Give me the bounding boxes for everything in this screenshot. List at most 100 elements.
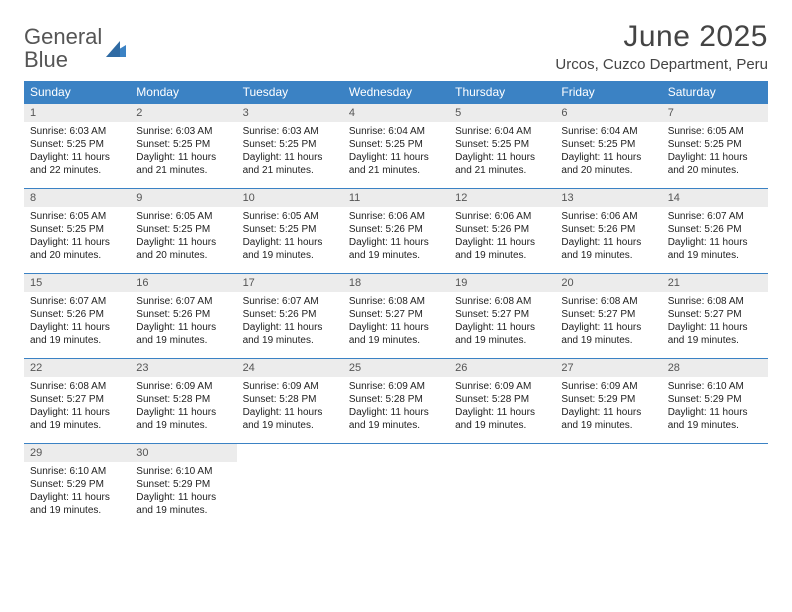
day-number: 30 xyxy=(130,444,236,462)
day-number: 25 xyxy=(343,359,449,377)
daylight-line-1: Daylight: 11 hours xyxy=(136,321,230,334)
daylight-line-2: and 19 minutes. xyxy=(349,334,443,347)
day-cell: 20Sunrise: 6:08 AMSunset: 5:27 PMDayligh… xyxy=(555,274,661,358)
dow-header-cell: Tuesday xyxy=(237,81,343,104)
day-body: Sunrise: 6:08 AMSunset: 5:27 PMDaylight:… xyxy=(662,292,768,353)
sunset-line: Sunset: 5:29 PM xyxy=(30,478,124,491)
sunset-line: Sunset: 5:25 PM xyxy=(30,138,124,151)
day-cell: 11Sunrise: 6:06 AMSunset: 5:26 PMDayligh… xyxy=(343,189,449,273)
day-body: Sunrise: 6:10 AMSunset: 5:29 PMDaylight:… xyxy=(130,462,236,523)
daylight-line-1: Daylight: 11 hours xyxy=(561,236,655,249)
daylight-line-2: and 20 minutes. xyxy=(561,164,655,177)
sunrise-line: Sunrise: 6:04 AM xyxy=(349,125,443,138)
daylight-line-2: and 19 minutes. xyxy=(243,334,337,347)
sunrise-line: Sunrise: 6:08 AM xyxy=(349,295,443,308)
day-cell: 6Sunrise: 6:04 AMSunset: 5:25 PMDaylight… xyxy=(555,104,661,188)
sunrise-line: Sunrise: 6:05 AM xyxy=(243,210,337,223)
day-cell: 5Sunrise: 6:04 AMSunset: 5:25 PMDaylight… xyxy=(449,104,555,188)
daylight-line-1: Daylight: 11 hours xyxy=(30,151,124,164)
daylight-line-2: and 19 minutes. xyxy=(243,419,337,432)
day-cell: 8Sunrise: 6:05 AMSunset: 5:25 PMDaylight… xyxy=(24,189,130,273)
day-body: Sunrise: 6:07 AMSunset: 5:26 PMDaylight:… xyxy=(237,292,343,353)
day-number: 10 xyxy=(237,189,343,207)
sunset-line: Sunset: 5:25 PM xyxy=(561,138,655,151)
daylight-line-1: Daylight: 11 hours xyxy=(455,236,549,249)
day-number: 24 xyxy=(237,359,343,377)
day-cell: 22Sunrise: 6:08 AMSunset: 5:27 PMDayligh… xyxy=(24,359,130,443)
day-cell: 17Sunrise: 6:07 AMSunset: 5:26 PMDayligh… xyxy=(237,274,343,358)
daylight-line-2: and 19 minutes. xyxy=(349,249,443,262)
sunrise-line: Sunrise: 6:06 AM xyxy=(349,210,443,223)
day-number: 20 xyxy=(555,274,661,292)
daylight-line-1: Daylight: 11 hours xyxy=(243,236,337,249)
sunrise-line: Sunrise: 6:09 AM xyxy=(349,380,443,393)
empty-cell xyxy=(343,444,449,528)
daylight-line-1: Daylight: 11 hours xyxy=(561,406,655,419)
sunrise-line: Sunrise: 6:03 AM xyxy=(243,125,337,138)
day-number: 6 xyxy=(555,104,661,122)
day-number: 14 xyxy=(662,189,768,207)
daylight-line-2: and 21 minutes. xyxy=(243,164,337,177)
empty-cell xyxy=(449,444,555,528)
week-row: 29Sunrise: 6:10 AMSunset: 5:29 PMDayligh… xyxy=(24,443,768,528)
sunrise-line: Sunrise: 6:10 AM xyxy=(30,465,124,478)
daylight-line-1: Daylight: 11 hours xyxy=(243,151,337,164)
day-body: Sunrise: 6:08 AMSunset: 5:27 PMDaylight:… xyxy=(24,377,130,438)
sunrise-line: Sunrise: 6:03 AM xyxy=(136,125,230,138)
day-body: Sunrise: 6:05 AMSunset: 5:25 PMDaylight:… xyxy=(130,207,236,268)
sunset-line: Sunset: 5:25 PM xyxy=(136,138,230,151)
day-number: 22 xyxy=(24,359,130,377)
sunset-line: Sunset: 5:29 PM xyxy=(136,478,230,491)
day-body: Sunrise: 6:09 AMSunset: 5:28 PMDaylight:… xyxy=(449,377,555,438)
daylight-line-2: and 19 minutes. xyxy=(668,419,762,432)
day-body: Sunrise: 6:10 AMSunset: 5:29 PMDaylight:… xyxy=(24,462,130,523)
daylight-line-2: and 21 minutes. xyxy=(455,164,549,177)
day-number: 2 xyxy=(130,104,236,122)
daylight-line-2: and 19 minutes. xyxy=(136,504,230,517)
daylight-line-1: Daylight: 11 hours xyxy=(668,321,762,334)
day-body: Sunrise: 6:08 AMSunset: 5:27 PMDaylight:… xyxy=(449,292,555,353)
dow-header-cell: Sunday xyxy=(24,81,130,104)
day-body: Sunrise: 6:07 AMSunset: 5:26 PMDaylight:… xyxy=(24,292,130,353)
sunset-line: Sunset: 5:26 PM xyxy=(561,223,655,236)
day-body: Sunrise: 6:06 AMSunset: 5:26 PMDaylight:… xyxy=(555,207,661,268)
day-body: Sunrise: 6:05 AMSunset: 5:25 PMDaylight:… xyxy=(24,207,130,268)
day-body: Sunrise: 6:05 AMSunset: 5:25 PMDaylight:… xyxy=(237,207,343,268)
day-cell: 18Sunrise: 6:08 AMSunset: 5:27 PMDayligh… xyxy=(343,274,449,358)
calendar: SundayMondayTuesdayWednesdayThursdayFrid… xyxy=(24,81,768,528)
week-row: 8Sunrise: 6:05 AMSunset: 5:25 PMDaylight… xyxy=(24,188,768,273)
day-body: Sunrise: 6:03 AMSunset: 5:25 PMDaylight:… xyxy=(130,122,236,183)
header: General Blue June 2025 Urcos, Cuzco Depa… xyxy=(24,20,768,73)
sunset-line: Sunset: 5:26 PM xyxy=(243,308,337,321)
day-number: 1 xyxy=(24,104,130,122)
day-number: 15 xyxy=(24,274,130,292)
location-subtitle: Urcos, Cuzco Department, Peru xyxy=(555,56,768,73)
sunset-line: Sunset: 5:26 PM xyxy=(30,308,124,321)
sunset-line: Sunset: 5:25 PM xyxy=(455,138,549,151)
daylight-line-2: and 19 minutes. xyxy=(136,334,230,347)
sunset-line: Sunset: 5:28 PM xyxy=(243,393,337,406)
sunrise-line: Sunrise: 6:04 AM xyxy=(455,125,549,138)
week-row: 15Sunrise: 6:07 AMSunset: 5:26 PMDayligh… xyxy=(24,273,768,358)
sunrise-line: Sunrise: 6:04 AM xyxy=(561,125,655,138)
daylight-line-1: Daylight: 11 hours xyxy=(349,406,443,419)
daylight-line-1: Daylight: 11 hours xyxy=(349,151,443,164)
day-cell: 7Sunrise: 6:05 AMSunset: 5:25 PMDaylight… xyxy=(662,104,768,188)
daylight-line-2: and 19 minutes. xyxy=(455,249,549,262)
day-number: 17 xyxy=(237,274,343,292)
empty-cell xyxy=(237,444,343,528)
sunset-line: Sunset: 5:25 PM xyxy=(243,223,337,236)
daylight-line-2: and 19 minutes. xyxy=(561,249,655,262)
week-row: 22Sunrise: 6:08 AMSunset: 5:27 PMDayligh… xyxy=(24,358,768,443)
day-number: 9 xyxy=(130,189,236,207)
sunrise-line: Sunrise: 6:06 AM xyxy=(455,210,549,223)
sunrise-line: Sunrise: 6:10 AM xyxy=(668,380,762,393)
day-cell: 24Sunrise: 6:09 AMSunset: 5:28 PMDayligh… xyxy=(237,359,343,443)
empty-cell xyxy=(555,444,661,528)
day-body: Sunrise: 6:06 AMSunset: 5:26 PMDaylight:… xyxy=(449,207,555,268)
daylight-line-1: Daylight: 11 hours xyxy=(455,151,549,164)
daylight-line-2: and 19 minutes. xyxy=(561,334,655,347)
day-number: 12 xyxy=(449,189,555,207)
day-body: Sunrise: 6:08 AMSunset: 5:27 PMDaylight:… xyxy=(343,292,449,353)
sunset-line: Sunset: 5:29 PM xyxy=(561,393,655,406)
